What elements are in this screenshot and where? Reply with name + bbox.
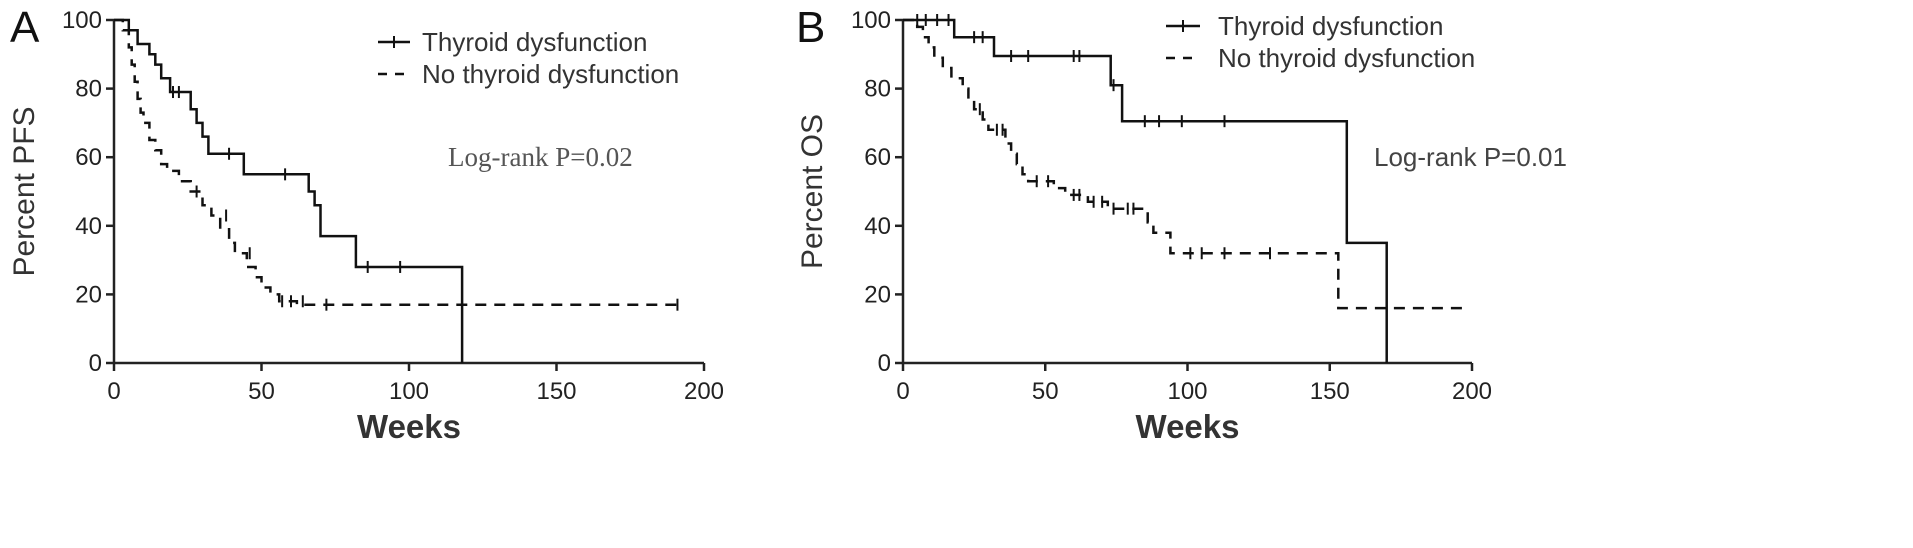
y-tick-label: 40 — [75, 213, 102, 240]
log-rank-annotation: Log-rank P=0.02 — [448, 142, 633, 172]
x-axis-title: Weeks — [1136, 408, 1240, 445]
y-tick-label: 80 — [864, 76, 891, 103]
x-tick-label: 200 — [1452, 378, 1492, 405]
y-tick-label: 60 — [864, 144, 891, 171]
legend-label-thyroid-dysfunction: Thyroid dysfunction — [1218, 11, 1443, 41]
y-tick-label: 100 — [851, 7, 891, 34]
legend-label-thyroid-dysfunction: Thyroid dysfunction — [422, 27, 647, 57]
y-tick-label: 0 — [89, 350, 102, 377]
panel-label: B — [796, 3, 825, 52]
panel-a — [106, 18, 706, 371]
log-rank-annotation: Log-rank P=0.01 — [1374, 142, 1567, 172]
y-tick-label: 0 — [878, 350, 891, 377]
x-tick-label: 50 — [248, 378, 275, 405]
x-tick-label: 150 — [536, 378, 576, 405]
series-line-no-thyroid-dysfunction — [114, 18, 681, 306]
x-tick-label: 0 — [107, 378, 120, 405]
y-tick-label: 40 — [864, 213, 891, 240]
panel-b — [895, 14, 1474, 371]
legend-label-no-thyroid-dysfunction: No thyroid dysfunction — [422, 59, 679, 89]
x-tick-label: 100 — [1167, 378, 1207, 405]
y-tick-label: 100 — [62, 7, 102, 34]
y-tick-label: 60 — [75, 144, 102, 171]
series-line-thyroid-dysfunction — [114, 18, 464, 363]
y-tick-label: 80 — [75, 76, 102, 103]
x-tick-label: 50 — [1032, 378, 1059, 405]
y-tick-label: 20 — [75, 281, 102, 308]
x-tick-label: 100 — [389, 378, 429, 405]
x-axis-title: Weeks — [357, 408, 461, 445]
y-tick-label: 20 — [864, 281, 891, 308]
y-axis-title: Percent PFS — [8, 106, 41, 276]
series-line-no-thyroid-dysfunction — [903, 18, 1467, 310]
x-tick-label: 200 — [684, 378, 724, 405]
legend-label-no-thyroid-dysfunction: No thyroid dysfunction — [1218, 43, 1475, 73]
x-tick-label: 0 — [896, 378, 909, 405]
panel-label: A — [10, 3, 40, 52]
y-axis-title: Percent OS — [796, 114, 829, 269]
x-tick-label: 150 — [1310, 378, 1350, 405]
series-line-thyroid-dysfunction — [903, 18, 1388, 363]
